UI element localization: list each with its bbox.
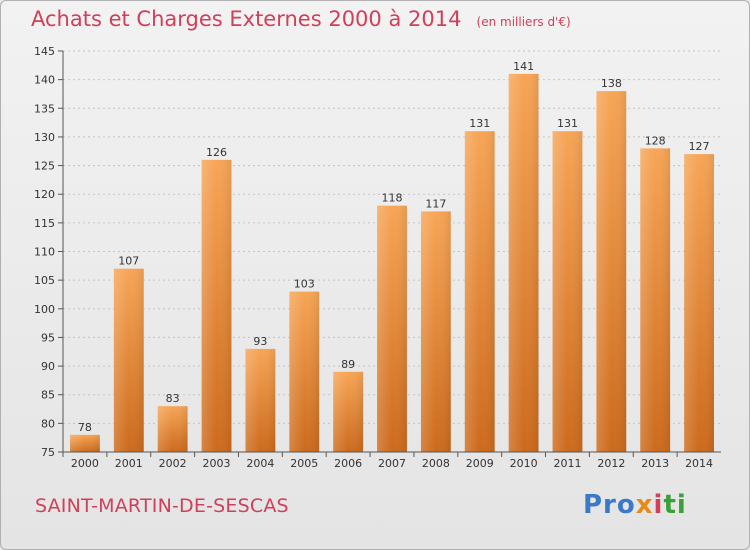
y-tick-label: 140 xyxy=(34,74,55,87)
bar-value-label: 107 xyxy=(118,255,139,268)
bars xyxy=(70,73,714,453)
logo-part-1: Pro xyxy=(583,490,636,520)
bar-value-label: 126 xyxy=(206,146,227,159)
y-tick-label: 120 xyxy=(34,188,55,201)
bar-shading xyxy=(333,371,364,452)
bar-value-label: 141 xyxy=(513,60,534,73)
y-tick-label: 95 xyxy=(41,331,55,344)
y-tick-label: 90 xyxy=(41,360,55,373)
logo-part-4: ti xyxy=(663,490,687,520)
y-tick-label: 85 xyxy=(41,389,55,402)
bar-shading xyxy=(157,406,188,452)
y-tick-label: 125 xyxy=(34,160,55,173)
x-tick-label: 2004 xyxy=(246,457,274,470)
bar-value-label: 131 xyxy=(469,117,490,130)
bar-value-label: 103 xyxy=(294,278,315,291)
y-tick-label: 105 xyxy=(34,274,55,287)
bar-value-label: 83 xyxy=(166,392,180,405)
logo-part-2: x xyxy=(635,490,654,520)
bar-shading xyxy=(420,211,451,452)
bar-value-label: 93 xyxy=(253,335,267,348)
x-tick-label: 2014 xyxy=(685,457,713,470)
bar-shading xyxy=(508,73,539,453)
labels: 75 80 85 90 95 100 105 110 115 120 125 130 135 140 145… xyxy=(34,45,713,470)
bar-value-label: 118 xyxy=(382,192,403,205)
bar-shading xyxy=(377,205,407,452)
subtitle-text: (en milliers d'€) xyxy=(476,15,571,29)
y-tick-label: 110 xyxy=(34,246,55,259)
bar-value-label: 131 xyxy=(557,117,578,130)
y-tick-label: 130 xyxy=(34,131,55,144)
bar-value-label: 117 xyxy=(425,197,446,210)
y-tick-label: 80 xyxy=(41,417,55,430)
axes xyxy=(58,50,721,457)
commune-name: SAINT-MARTIN-DE-SESCAS xyxy=(35,495,289,517)
logo-part-3: i xyxy=(653,490,664,520)
y-tick-label: 75 xyxy=(41,446,55,459)
x-tick-label: 2006 xyxy=(334,457,362,470)
x-tick-label: 2010 xyxy=(510,457,538,470)
bar-shading xyxy=(552,131,583,452)
bar-value-label: 128 xyxy=(645,134,666,147)
proxiti-logo: Proxiti xyxy=(583,490,687,520)
x-tick-label: 2009 xyxy=(466,457,494,470)
x-tick-label: 2001 xyxy=(115,457,143,470)
bar-value-label: 78 xyxy=(78,421,92,434)
y-tick-label: 115 xyxy=(34,217,55,230)
x-tick-label: 2008 xyxy=(422,457,450,470)
y-tick-label: 145 xyxy=(34,45,55,58)
bar-value-label: 89 xyxy=(341,358,355,371)
x-tick-label: 2003 xyxy=(203,457,231,470)
bar-value-label: 138 xyxy=(601,77,622,90)
x-tick-label: 2007 xyxy=(378,457,406,470)
x-tick-label: 2011 xyxy=(553,457,581,470)
bar-shading xyxy=(464,131,495,452)
x-tick-label: 2013 xyxy=(641,457,669,470)
x-tick-label: 2012 xyxy=(597,457,625,470)
x-tick-label: 2005 xyxy=(290,457,318,470)
bar-shading xyxy=(70,434,100,452)
y-tick-label: 100 xyxy=(34,303,55,316)
bar-shading xyxy=(245,348,276,452)
bar-shading xyxy=(640,148,671,452)
bar-shading xyxy=(684,154,714,452)
bar-shading xyxy=(596,91,627,452)
x-tick-label: 2002 xyxy=(159,457,187,470)
bar-value-label: 127 xyxy=(689,140,710,153)
bar-shading xyxy=(289,291,320,452)
chart-title: Achats et Charges Externes 2000 à 2014 (… xyxy=(31,7,571,31)
bar-shading xyxy=(113,268,144,452)
title-text: Achats et Charges Externes 2000 à 2014 xyxy=(31,7,462,31)
bar-shading xyxy=(201,159,232,453)
y-tick-label: 135 xyxy=(34,102,55,115)
x-tick-label: 2000 xyxy=(71,457,99,470)
